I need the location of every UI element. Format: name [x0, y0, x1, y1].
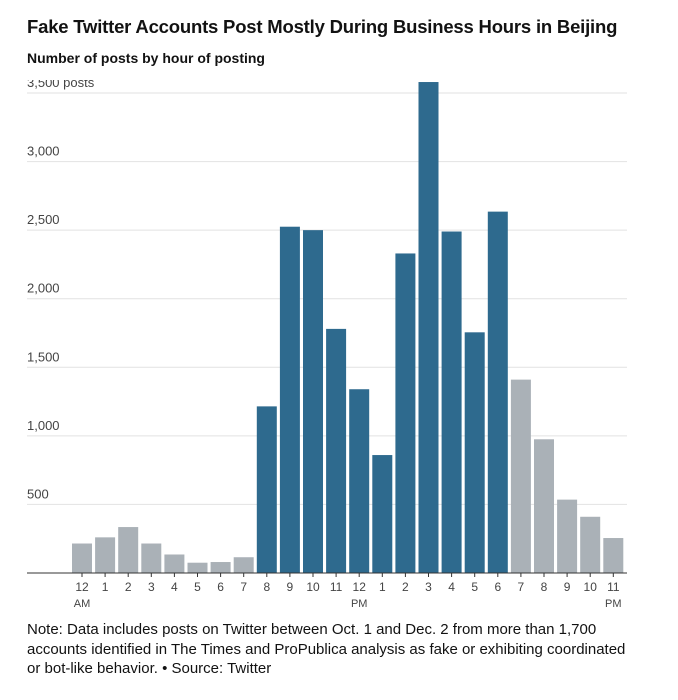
x-tick-label: 6	[217, 580, 224, 594]
bar	[464, 332, 485, 573]
bar	[141, 543, 162, 573]
chart-title: Fake Twitter Accounts Post Mostly During…	[27, 16, 618, 37]
bar	[441, 231, 462, 573]
bar	[303, 230, 323, 573]
x-tick-label: 7	[518, 580, 525, 594]
bar	[534, 439, 554, 573]
y-tick-label: 1,500	[27, 349, 60, 364]
bar	[487, 211, 508, 573]
y-tick-label: 3,000	[27, 144, 60, 159]
x-tick-label: 3	[425, 580, 432, 594]
bar	[557, 499, 578, 573]
bar	[326, 328, 347, 573]
y-tick-label: 500	[27, 486, 49, 501]
x-tick-label: 12	[353, 580, 367, 594]
x-tick-label: 9	[287, 580, 294, 594]
y-tick-label: 2,000	[27, 281, 60, 296]
x-tick-label: 7	[240, 580, 247, 594]
x-tick-label: 9	[564, 580, 571, 594]
bar	[164, 554, 185, 573]
x-tick-label: 12	[75, 580, 89, 594]
bar	[603, 538, 624, 573]
bar	[349, 389, 370, 573]
x-tick-label: 2	[125, 580, 132, 594]
x-tick-label: 8	[541, 580, 548, 594]
x-tick-label: 2	[402, 580, 409, 594]
x-tick-label: 11	[330, 580, 343, 594]
x-tick-label: 3	[148, 580, 155, 594]
x-tick-label: 11	[607, 580, 620, 594]
x-tick-label: 5	[471, 580, 478, 594]
x-tick-label: 10	[306, 580, 320, 594]
x-tick-sublabel: PM	[351, 598, 368, 610]
y-tick-label: 3,500 posts	[27, 80, 95, 90]
x-tick-label: 1	[102, 580, 109, 594]
x-tick-label: 8	[263, 580, 270, 594]
source-note: Note: Data includes posts on Twitter bet…	[27, 621, 626, 677]
x-tick-sublabel: AM	[74, 598, 91, 610]
bar-chart: 500 1,000 1,500 2,000 2,500 3,000 3,500 posts 1…	[27, 80, 627, 610]
bar	[372, 455, 393, 573]
x-tick-label: 10	[584, 580, 598, 594]
bar	[510, 379, 531, 573]
y-tick-label: 2,500	[27, 212, 60, 227]
bar	[233, 557, 254, 573]
x-tick-label: 4	[171, 580, 178, 594]
bar	[279, 226, 300, 573]
bar	[72, 543, 92, 573]
bar	[118, 527, 139, 573]
x-tick-label: 5	[194, 580, 201, 594]
bar	[210, 562, 231, 573]
x-tick-label: 1	[379, 580, 386, 594]
bar	[580, 516, 601, 573]
bar	[256, 406, 277, 573]
x-tick-label: 6	[494, 580, 501, 594]
x-tick-sublabel: PM	[605, 598, 622, 610]
y-tick-label: 1,000	[27, 418, 60, 433]
bar	[187, 562, 208, 573]
chart-subtitle: Number of posts by hour of posting	[27, 50, 265, 66]
bar	[95, 537, 116, 573]
x-tick-label: 4	[448, 580, 455, 594]
bar	[395, 253, 416, 573]
bar	[418, 82, 439, 574]
